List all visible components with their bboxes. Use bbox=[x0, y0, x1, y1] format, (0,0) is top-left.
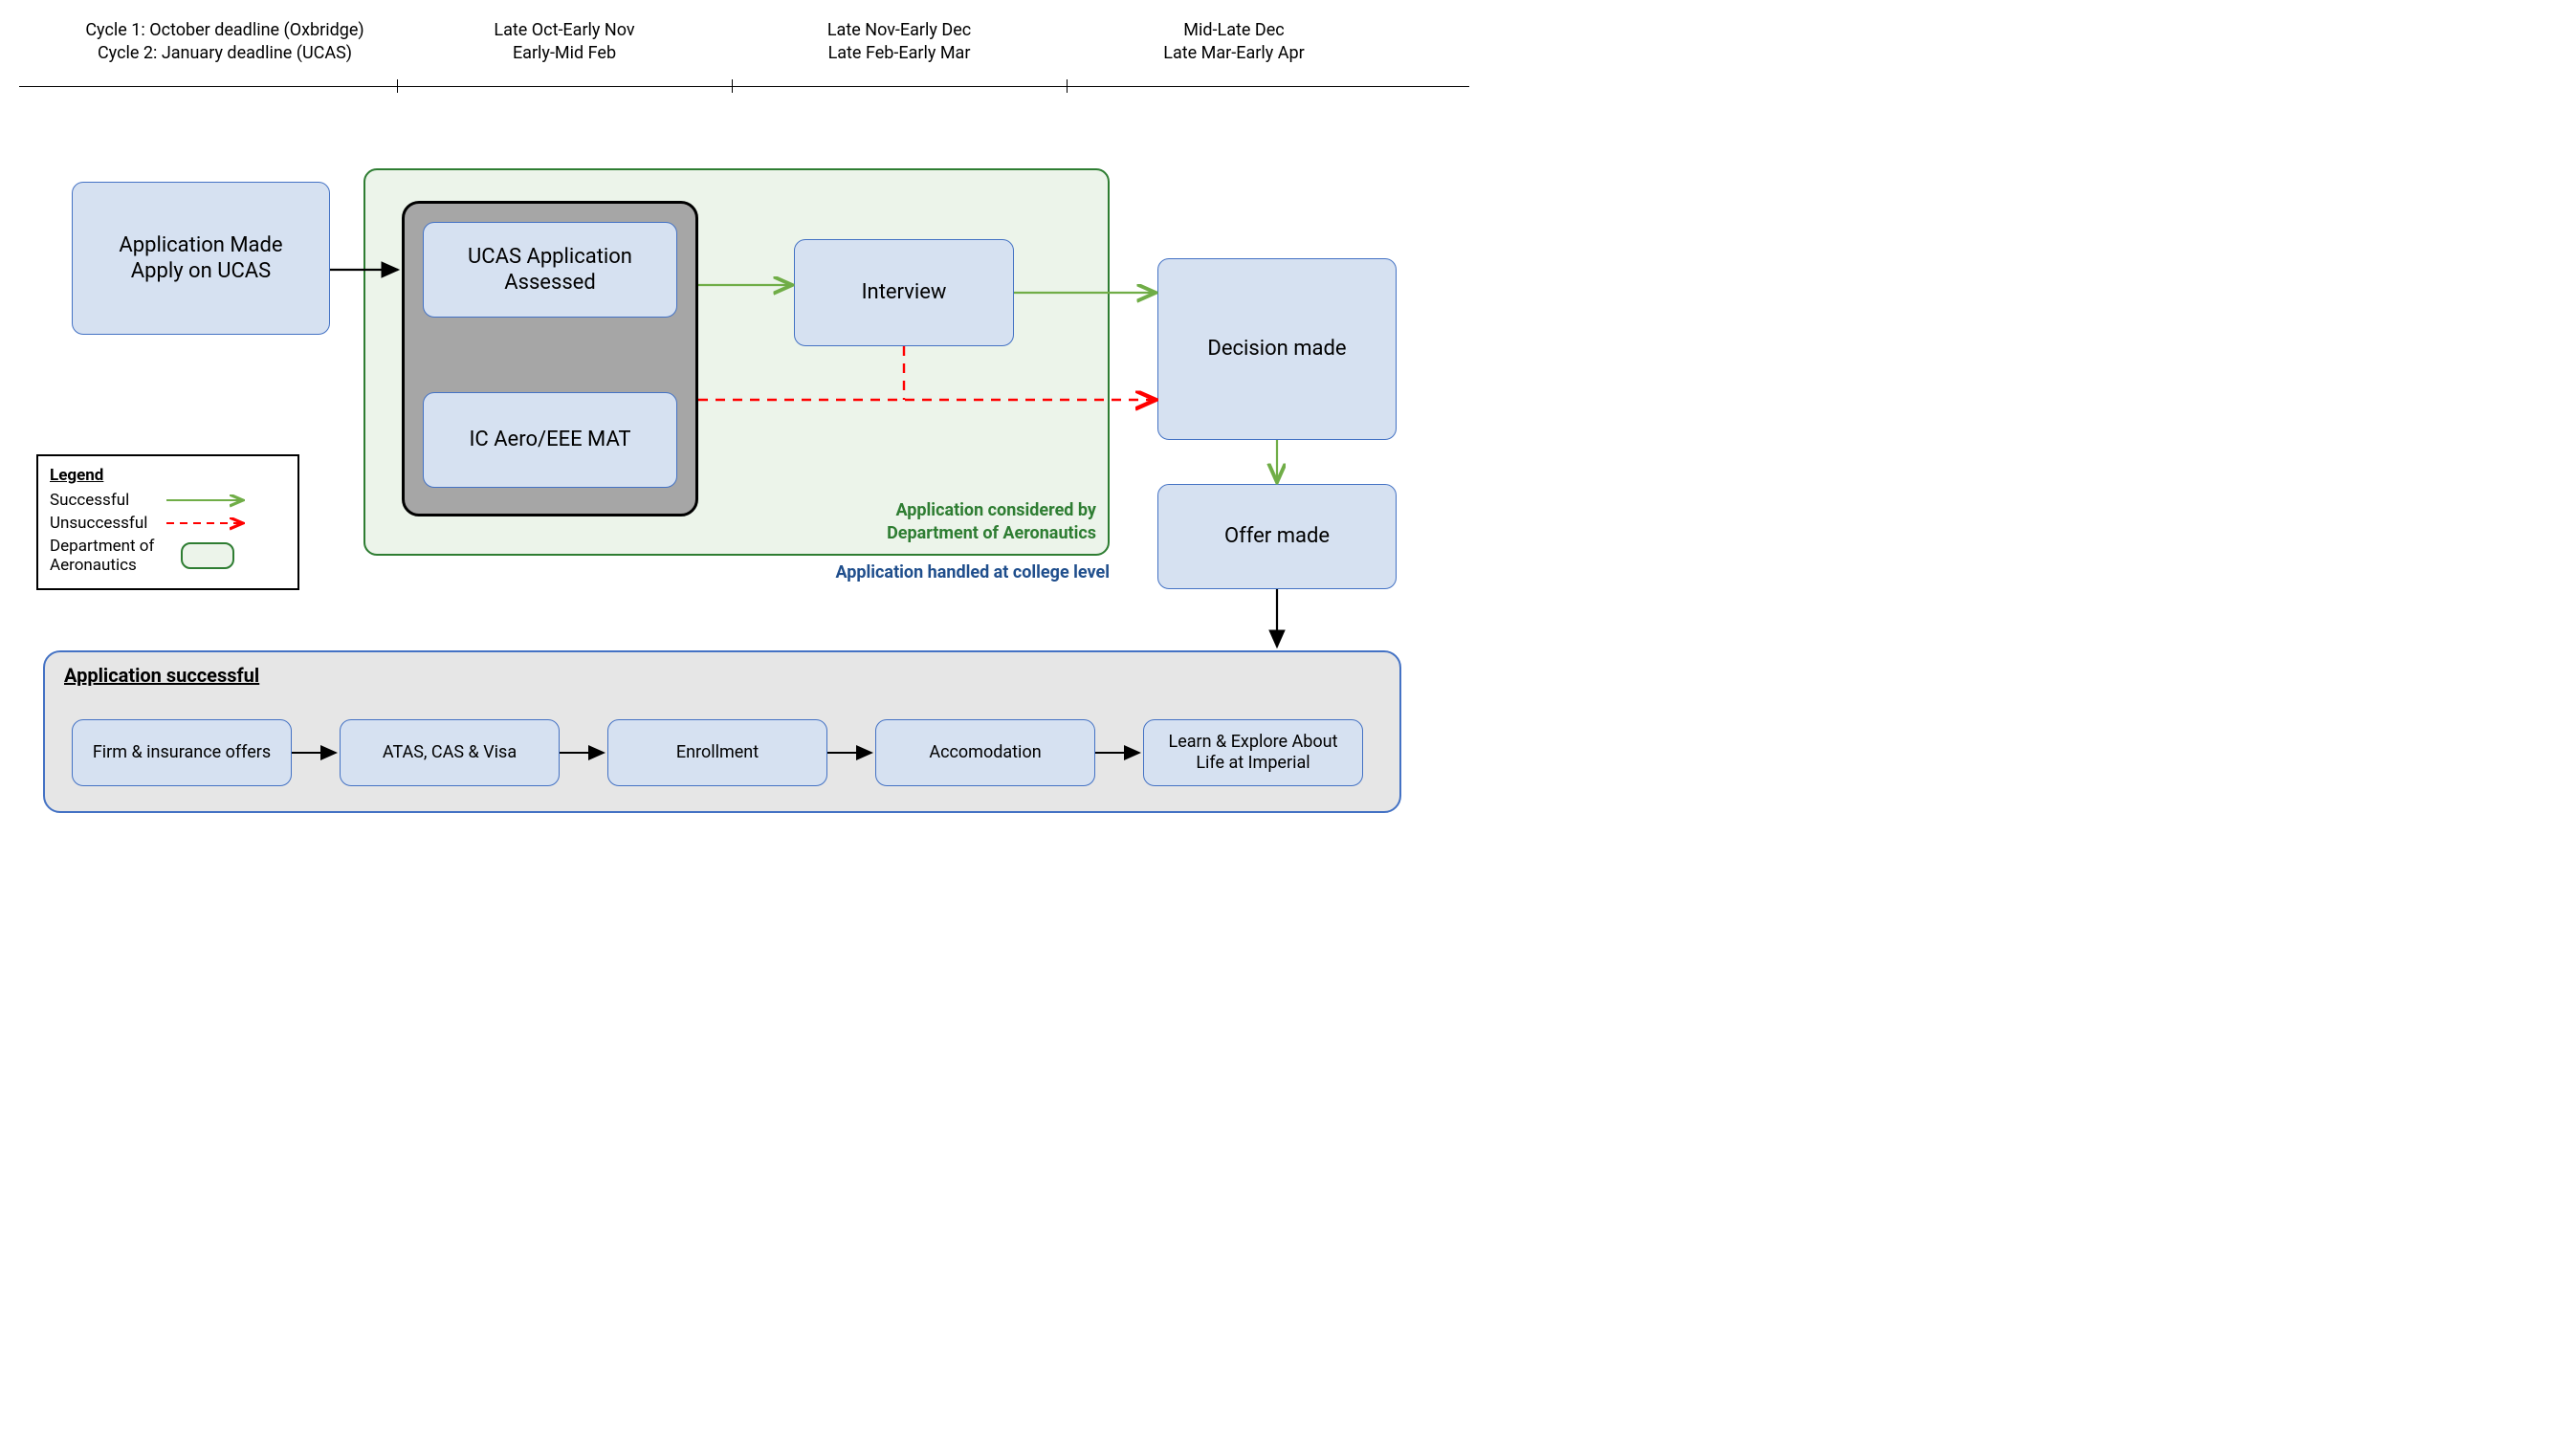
timeline-phase-4: Mid-Late Dec Late Mar-Early Apr bbox=[1071, 19, 1397, 66]
node-mat: IC Aero/EEE MAT bbox=[423, 392, 677, 488]
legend-title: Legend bbox=[50, 466, 286, 485]
step-enrollment: Enrollment bbox=[607, 719, 827, 786]
node-label: Apply on UCAS bbox=[119, 258, 282, 285]
timeline: Cycle 1: October deadline (Oxbridge) Cyc… bbox=[19, 19, 1469, 91]
timeline-tick bbox=[397, 79, 398, 93]
node-offer: Offer made bbox=[1157, 484, 1397, 589]
college-level-label: Application handled at college level bbox=[746, 562, 1110, 582]
step-label: ATAS, CAS & Visa bbox=[383, 742, 517, 764]
legend: Legend Successful Unsuccessful Departmen… bbox=[36, 454, 299, 590]
legend-unsuccess-icon bbox=[165, 515, 251, 532]
legend-label: Unsuccessful bbox=[50, 514, 155, 533]
department-label-green: Application considered by Department of … bbox=[809, 499, 1096, 544]
successful-title: Application successful bbox=[64, 664, 259, 687]
legend-label: Successful bbox=[50, 491, 155, 510]
timeline-phase-3: Late Nov-Early Dec Late Feb-Early Mar bbox=[737, 19, 1062, 66]
node-label: Assessed bbox=[468, 270, 632, 297]
dept-label-line1: Application considered by bbox=[809, 499, 1096, 521]
step-accommodation: Accomodation bbox=[875, 719, 1095, 786]
step-learn-explore: Learn & Explore About Life at Imperial bbox=[1143, 719, 1363, 786]
step-label: Firm & insurance offers bbox=[93, 742, 271, 764]
timeline-label: Late Oct-Early Nov bbox=[402, 19, 727, 42]
node-label: IC Aero/EEE MAT bbox=[469, 427, 630, 453]
legend-label-line: Department of bbox=[50, 537, 155, 556]
legend-row-unsuccess: Unsuccessful bbox=[50, 514, 286, 533]
step-label: Enrollment bbox=[676, 742, 759, 764]
node-assessed: UCAS Application Assessed bbox=[423, 222, 677, 318]
step-firm-insurance: Firm & insurance offers bbox=[72, 719, 292, 786]
step-label: Life at Imperial bbox=[1169, 753, 1338, 775]
dept-label-line2: Department of Aeronautics bbox=[809, 522, 1096, 544]
step-label: Accomodation bbox=[929, 742, 1041, 764]
node-apply: Application Made Apply on UCAS bbox=[72, 182, 330, 335]
timeline-tick bbox=[732, 79, 733, 93]
node-label: Decision made bbox=[1207, 336, 1346, 362]
timeline-label: Cycle 2: January deadline (UCAS) bbox=[57, 42, 392, 65]
timeline-label: Cycle 1: October deadline (Oxbridge) bbox=[57, 19, 392, 42]
step-label: Learn & Explore About bbox=[1169, 732, 1338, 754]
node-label: UCAS Application bbox=[468, 244, 632, 271]
legend-label-line: Aeronautics bbox=[50, 556, 155, 575]
legend-success-icon bbox=[165, 492, 251, 509]
flowchart-root: Cycle 1: October deadline (Oxbridge) Cyc… bbox=[19, 19, 1469, 836]
node-decision: Decision made bbox=[1157, 258, 1397, 440]
step-atas: ATAS, CAS & Visa bbox=[340, 719, 560, 786]
timeline-label: Late Mar-Early Apr bbox=[1071, 42, 1397, 65]
timeline-phase-2: Late Oct-Early Nov Early-Mid Feb bbox=[402, 19, 727, 66]
timeline-label: Late Nov-Early Dec bbox=[737, 19, 1062, 42]
node-label: Application Made bbox=[119, 232, 282, 259]
node-label: Offer made bbox=[1224, 523, 1330, 550]
timeline-phase-1: Cycle 1: October deadline (Oxbridge) Cyc… bbox=[57, 19, 392, 66]
legend-label: Department of Aeronautics bbox=[50, 537, 155, 575]
timeline-label: Late Feb-Early Mar bbox=[737, 42, 1062, 65]
legend-row-dept: Department of Aeronautics bbox=[50, 537, 286, 575]
timeline-label: Mid-Late Dec bbox=[1071, 19, 1397, 42]
node-interview: Interview bbox=[794, 239, 1014, 346]
timeline-tick bbox=[1067, 79, 1068, 93]
legend-row-success: Successful bbox=[50, 491, 286, 510]
legend-dept-icon bbox=[165, 542, 251, 569]
timeline-axis bbox=[19, 86, 1469, 87]
timeline-label: Early-Mid Feb bbox=[402, 42, 727, 65]
node-label: Interview bbox=[862, 279, 947, 306]
